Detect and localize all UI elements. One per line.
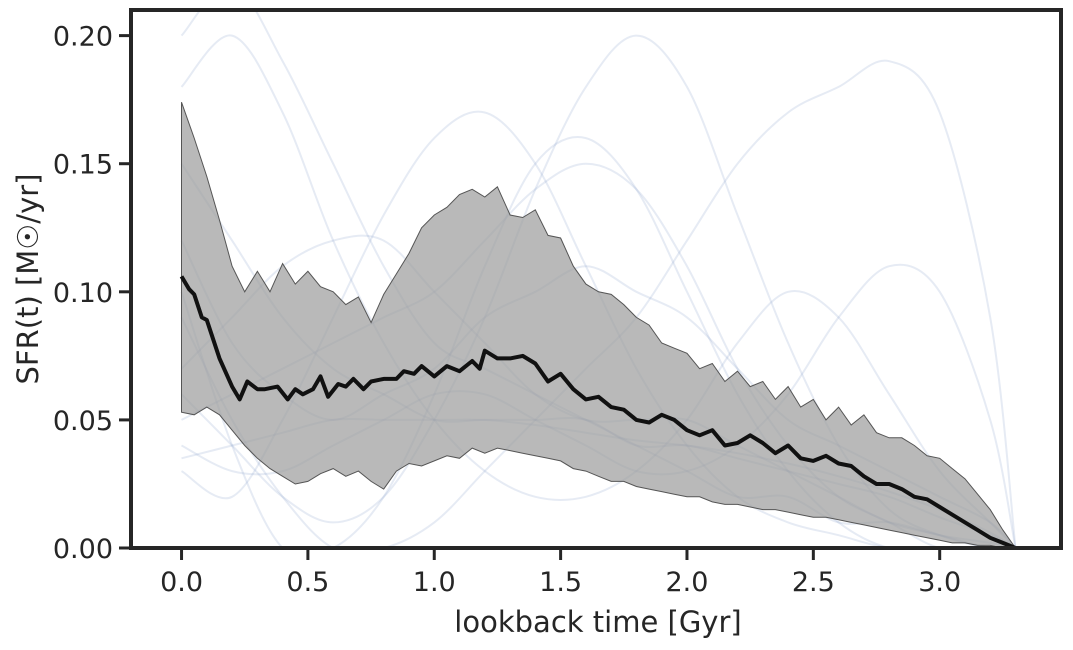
y-axis-label: SFR(t) [M☉/yr] — [11, 174, 45, 385]
y-tick-label: 0.15 — [53, 150, 113, 181]
y-tick-label: 0.05 — [53, 406, 113, 437]
y-tick-label: 0.10 — [53, 278, 113, 309]
sample-curve-10 — [180, 136, 1016, 548]
y-tick-label: 0.20 — [53, 22, 113, 53]
median-sfr-line — [179, 275, 1017, 550]
y-tick-label: 0.00 — [53, 534, 113, 565]
x-tick-label: 0.0 — [160, 567, 203, 598]
x-tick-label: 1.0 — [413, 567, 456, 598]
x-tick-label: 1.5 — [539, 567, 582, 598]
axis-ticks: 0.0 0.5 1.0 1.5 2.0 2.5 3.0 0.00 0.05 0.10 0.15 0.2… — [53, 22, 961, 598]
x-tick-label: 3.0 — [918, 567, 961, 598]
x-tick-label: 0.5 — [286, 567, 329, 598]
sample-curve-7 — [180, 34, 1017, 548]
plot-frame — [129, 8, 1063, 550]
x-tick-label: 2.0 — [666, 567, 709, 598]
x-tick-label: 2.5 — [792, 567, 835, 598]
x-axis-label: lookback time [Gyr] — [454, 605, 741, 639]
